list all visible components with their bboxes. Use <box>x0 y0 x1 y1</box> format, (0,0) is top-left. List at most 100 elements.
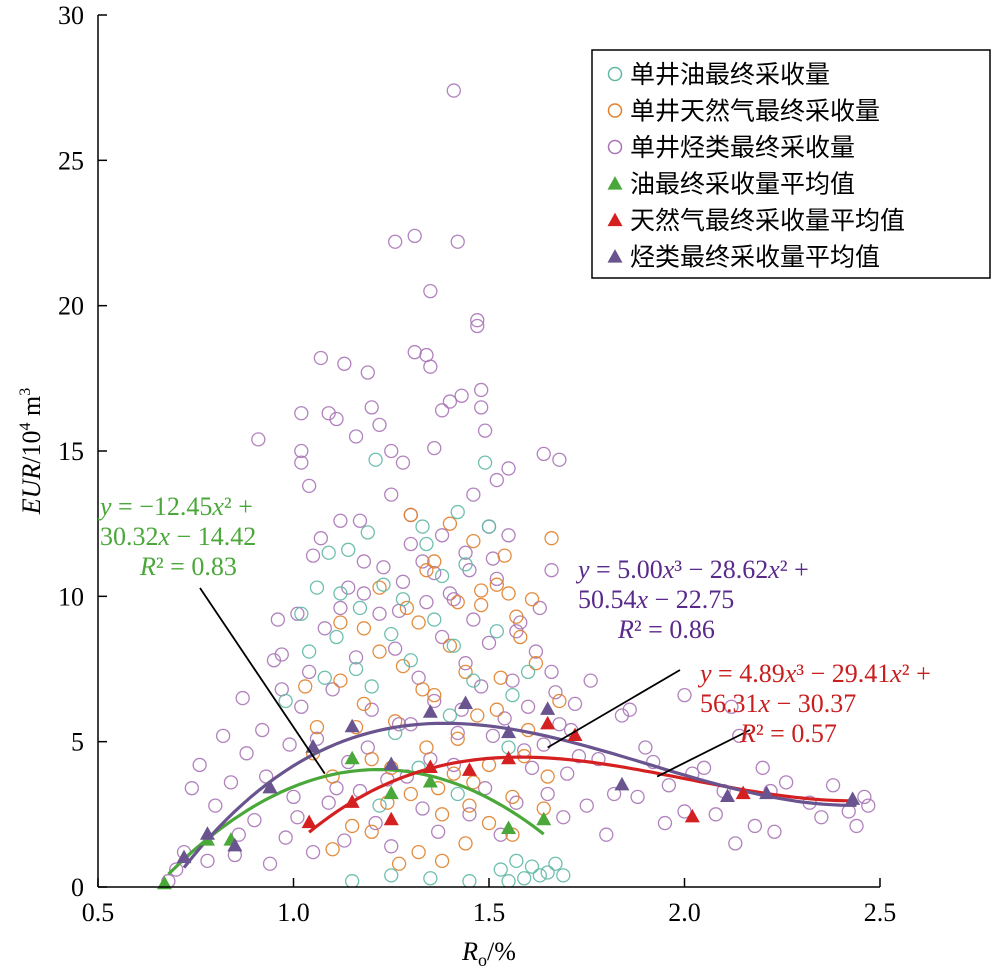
scatter-point <box>442 638 458 653</box>
annotation-text: 50.54x − 22.75 <box>578 585 734 614</box>
scatter-point <box>540 786 555 802</box>
scatter-point <box>567 696 583 712</box>
scatter-point <box>372 580 387 595</box>
scatter-point <box>344 818 360 834</box>
scatter-point <box>368 815 383 831</box>
scatter-point <box>524 760 540 775</box>
scatter-point <box>544 531 559 546</box>
scatter-point <box>376 577 391 592</box>
legend-label: 单井天然气最终采收量 <box>630 97 880 126</box>
axes: 0 5 10 15 20 25 30 0.5 1.0 1.5 2.0 2.5 Ro/% EUR/104 m… <box>17 1 896 970</box>
scatter-point <box>294 443 309 459</box>
scatter-point <box>434 568 450 584</box>
scatter-point <box>520 664 536 680</box>
scatter-point <box>536 446 551 462</box>
scatter-point <box>458 557 473 572</box>
mean-marker <box>845 791 861 805</box>
scatter-point <box>474 597 489 613</box>
annotation-text: R² = 0.83 <box>139 552 237 581</box>
scatter-point <box>442 516 458 531</box>
scatter-point <box>513 629 528 645</box>
mean-marker <box>344 718 360 733</box>
scatter-point <box>477 423 493 438</box>
mean-marker <box>199 826 215 840</box>
scatter-point <box>657 815 673 831</box>
scatter-point <box>298 679 313 694</box>
scatter-point <box>427 688 442 703</box>
scatter-point <box>450 786 465 802</box>
annotation-leader-line <box>199 587 326 775</box>
scatter-point <box>489 702 504 717</box>
mean-marker <box>262 779 278 794</box>
scatter-point <box>501 528 516 543</box>
mean-marker <box>156 875 172 890</box>
scatter-point <box>294 699 309 714</box>
y-tick-label: 15 <box>58 437 84 466</box>
scatter-point <box>524 592 540 607</box>
scatter-point <box>728 836 743 851</box>
mean-marker <box>383 756 399 771</box>
mean-marker <box>735 785 751 800</box>
y-tick-label: 5 <box>71 728 84 757</box>
scatter-point <box>501 586 516 601</box>
scatter-point <box>274 647 289 662</box>
scatter-point <box>493 827 508 842</box>
scatter-point <box>497 711 512 726</box>
scatter-point <box>458 656 473 671</box>
scatter-point <box>532 600 547 616</box>
scatter-point <box>548 685 563 700</box>
scatter-point <box>450 504 465 520</box>
scatter-point <box>528 656 544 671</box>
annotation-text: R² = 0.86 <box>617 615 715 644</box>
scatter-point <box>368 452 383 467</box>
scatter-point <box>509 609 524 624</box>
scatter-point <box>458 836 473 851</box>
scatter-point <box>388 234 403 249</box>
scatter-point <box>407 228 422 244</box>
legend-triangle-marker <box>607 249 623 263</box>
scatter-point <box>384 487 399 502</box>
legend-circle-marker <box>607 139 623 155</box>
scatter-point <box>360 525 375 540</box>
scatter-point <box>528 644 544 659</box>
scatter-point <box>419 563 434 578</box>
scatter-point <box>481 635 497 650</box>
mean-marker <box>458 695 474 710</box>
scatter-point <box>591 751 606 767</box>
scatter-point <box>348 429 364 444</box>
scatter-point <box>333 673 348 688</box>
scatter-point <box>630 789 645 805</box>
x-tick-label: 2.0 <box>668 898 701 927</box>
scatter-point <box>825 778 841 793</box>
scatter-point <box>372 606 387 621</box>
scatter-point <box>388 641 403 656</box>
scatter-point <box>489 624 504 639</box>
scatter-point <box>767 824 782 839</box>
y-tick-label: 20 <box>58 292 84 321</box>
scatter-point <box>290 606 305 621</box>
scatter-point <box>356 586 372 601</box>
scatter-point <box>325 682 340 697</box>
scatter-point <box>372 417 387 432</box>
scatter-point <box>427 565 442 581</box>
mean-marker <box>759 785 775 800</box>
scatter-point <box>395 455 411 470</box>
scatter-point <box>861 798 876 813</box>
scatter-point <box>395 592 411 607</box>
scatter-point <box>372 798 387 813</box>
scatter-point <box>470 708 485 723</box>
annotation-text: y = 5.00x³ − 28.62x² + <box>575 555 809 584</box>
scatter-point <box>755 760 770 775</box>
scatter-point <box>294 606 309 621</box>
scatter-point <box>470 318 485 334</box>
scatter-point <box>399 600 415 616</box>
scatter-point <box>505 789 520 805</box>
mean-marker <box>501 724 517 739</box>
scatter-point <box>696 760 712 775</box>
scatter-point <box>540 865 555 880</box>
scatter-point <box>524 859 540 874</box>
scatter-point <box>732 728 747 744</box>
legend-label: 单井油最终采收量 <box>630 60 830 89</box>
scatter-point <box>446 638 461 653</box>
